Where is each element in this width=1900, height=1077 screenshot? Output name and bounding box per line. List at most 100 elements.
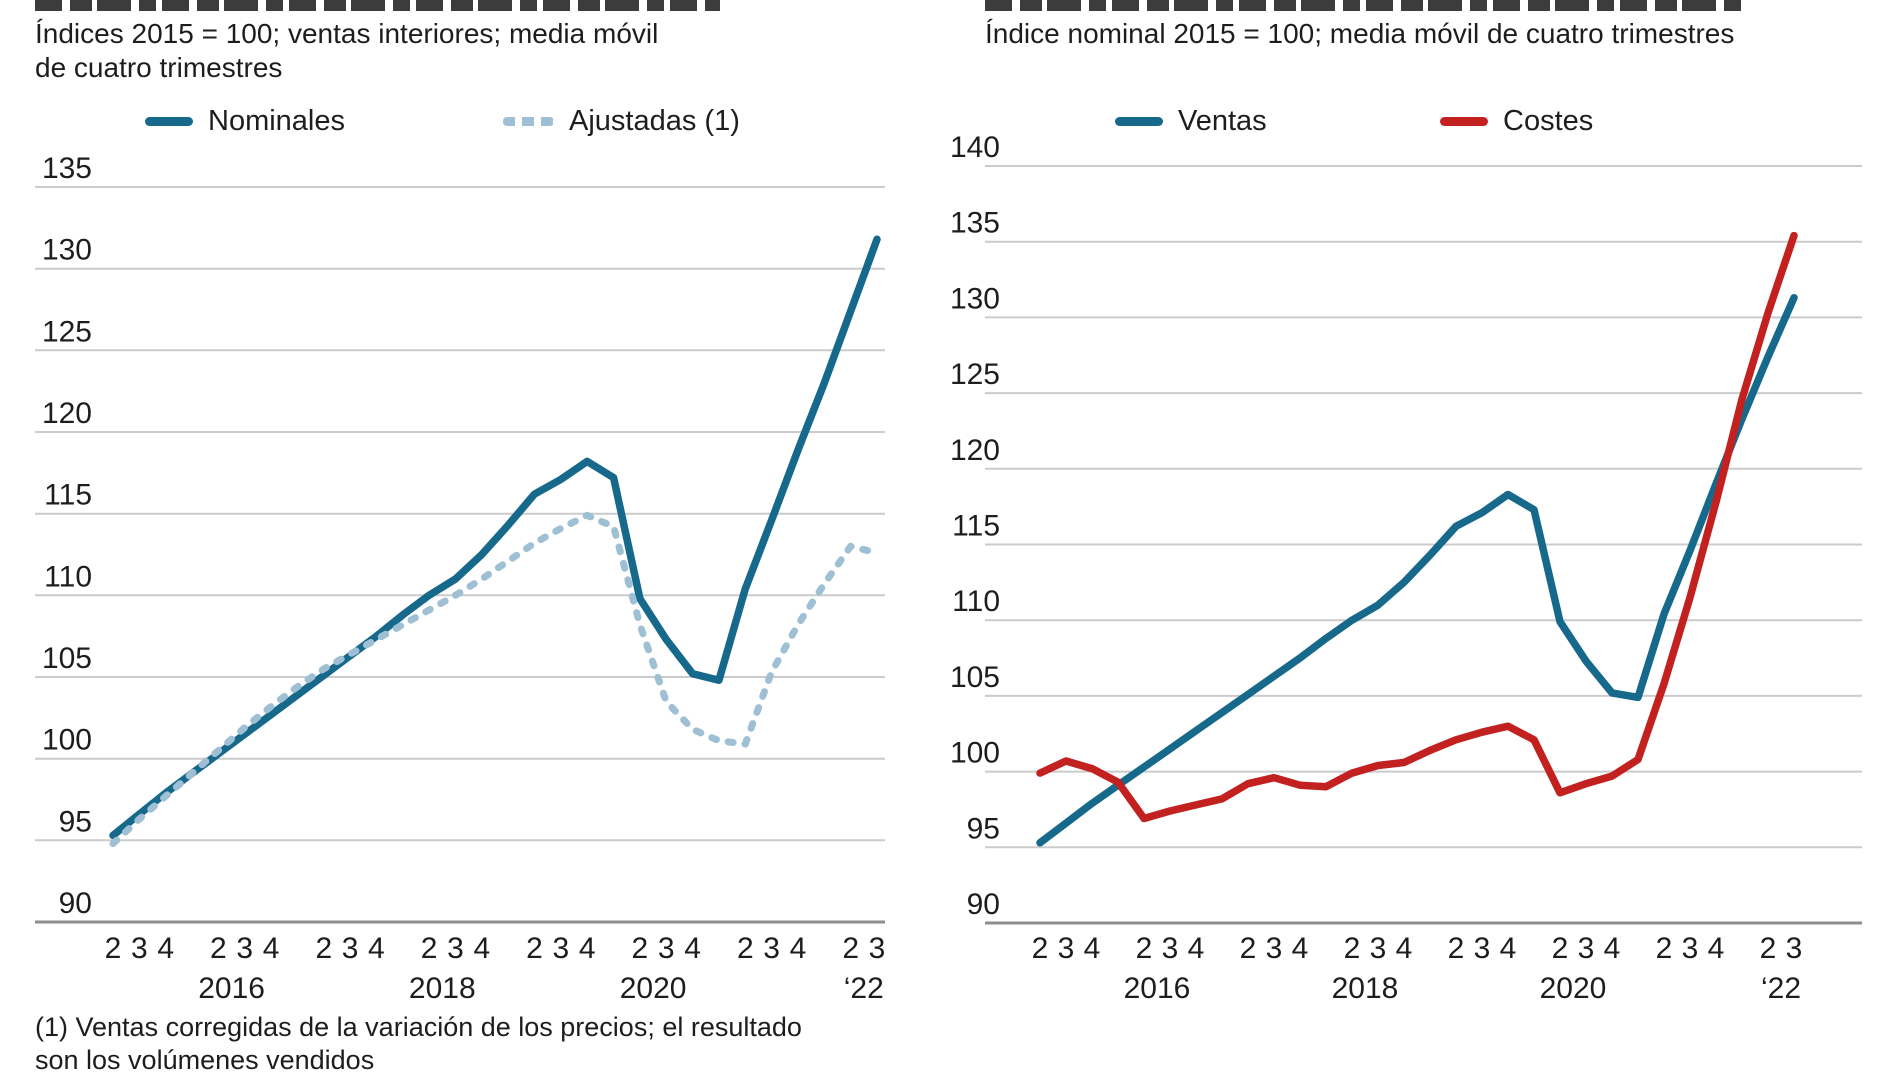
quarter-tick-label: 2	[1760, 932, 1777, 965]
year-tick-label: 2020	[1540, 972, 1607, 1005]
quarter-tick-label: 3	[236, 932, 253, 965]
legend-item-ajustadas: Ajustadas (1)	[503, 103, 740, 139]
quarter-tick-label: 2	[315, 932, 332, 965]
series-line-costes	[1036, 231, 1798, 823]
quarter-tick-label: 4	[1500, 932, 1517, 965]
quarter-tick-label: 3	[869, 932, 886, 965]
clipped-title-right	[985, 0, 1745, 11]
quarter-tick-label: 2	[526, 932, 543, 965]
y-tick-label: 125	[950, 358, 1000, 391]
quarter-tick-label: 2	[1136, 932, 1153, 965]
quarter-tick-label: 3	[763, 932, 780, 965]
y-tick-label: 100	[42, 724, 92, 757]
quarter-tick-label: 4	[263, 932, 280, 965]
year-tick-label: 2018	[1332, 972, 1399, 1005]
legend-dashed-line-icon	[503, 116, 554, 126]
quarter-tick-label: 3	[1682, 932, 1699, 965]
quarter-tick-label: 3	[131, 932, 148, 965]
chart-subtitle: Índices 2015 = 100; ventas interiores; m…	[35, 18, 659, 83]
y-tick-label: 125	[42, 315, 92, 348]
y-tick-label: 115	[952, 510, 1000, 543]
quarter-tick-label: 2	[1552, 932, 1569, 965]
quarter-tick-label: 3	[1266, 932, 1283, 965]
gridlines-and-yaxis: 90 95 100 105 110 115 120 125 130 135	[35, 152, 885, 924]
legend-item-costes: Costes	[1440, 103, 1593, 139]
quarter-tick-label: 3	[1578, 932, 1595, 965]
series-line-nominales	[109, 235, 881, 840]
legend-label: Ajustadas (1)	[569, 104, 740, 137]
quarter-tick-label: 2	[1344, 932, 1361, 965]
legend-label: Ventas	[1178, 104, 1267, 137]
y-tick-label: 110	[952, 585, 1000, 618]
clipped-title-left	[35, 0, 720, 11]
quarter-tick-label: 4	[1084, 932, 1101, 965]
legend-solid-line-icon	[145, 116, 193, 126]
chart-sales-indices: Índices 2015 = 100; ventas interiores; m…	[0, 0, 950, 1075]
quarter-tick-label: 2	[632, 932, 649, 965]
quarter-tick-label: 2	[737, 932, 754, 965]
year-tick-label: 2016	[1124, 972, 1191, 1005]
y-tick-label: 100	[950, 737, 1000, 770]
year-tick-label: 2018	[409, 972, 476, 1005]
quarter-tick-label: 2	[842, 932, 859, 965]
quarter-tick-label: 4	[1292, 932, 1309, 965]
legend-item-ventas: Ventas	[1115, 103, 1267, 139]
gridlines-and-yaxis: 90 95 100 105 110 115 120 125 130 135 140	[950, 131, 1862, 925]
quarter-tick-label: 3	[447, 932, 464, 965]
quarter-tick-label: 4	[579, 932, 596, 965]
y-tick-label: 140	[950, 131, 1000, 164]
quarter-tick-label: 4	[1604, 932, 1621, 965]
y-tick-label: 105	[950, 661, 1000, 694]
year-tick-label: ‘22	[844, 972, 884, 1005]
year-tick-label: ‘22	[1761, 972, 1801, 1005]
quarter-tick-label: 2	[421, 932, 438, 965]
quarter-tick-label: 2	[105, 932, 122, 965]
chart-subtitle: Índice nominal 2015 = 100; media móvil d…	[985, 18, 1735, 49]
chart-footnote: (1) Ventas corregidas de la variación de…	[35, 1012, 802, 1075]
quarter-tick-label: 3	[342, 932, 359, 965]
year-tick-label: 2020	[620, 972, 687, 1005]
y-tick-label: 105	[42, 642, 92, 675]
quarter-tick-label: 2	[1448, 932, 1465, 965]
quarter-tick-label: 4	[790, 932, 807, 965]
quarter-tick-label: 4	[157, 932, 174, 965]
quarter-tick-label: 3	[658, 932, 675, 965]
y-tick-label: 90	[967, 888, 1000, 921]
y-tick-label: 135	[950, 207, 1000, 240]
legend-item-nominales: Nominales	[145, 103, 345, 139]
y-tick-label: 95	[967, 812, 1000, 845]
year-tick-label: 2016	[198, 972, 265, 1005]
y-tick-label: 115	[44, 479, 92, 512]
quarter-tick-label: 4	[1188, 932, 1205, 965]
quarter-tick-label: 2	[1656, 932, 1673, 965]
y-tick-label: 130	[950, 282, 1000, 315]
quarter-tick-label: 2	[1240, 932, 1257, 965]
legend-red-line-icon	[1440, 116, 1488, 126]
y-tick-label: 95	[59, 805, 92, 838]
quarter-tick-label: 3	[1370, 932, 1387, 965]
quarter-tick-label: 3	[1786, 932, 1803, 965]
legend-label: Costes	[1503, 104, 1594, 137]
y-tick-label: 130	[42, 234, 92, 267]
quarter-tick-label: 4	[1708, 932, 1725, 965]
legend-solid-line-icon	[1115, 116, 1163, 126]
quarter-tick-label: 4	[1396, 932, 1413, 965]
series-line-ajustadas-1-	[109, 511, 881, 848]
quarter-tick-label: 3	[1058, 932, 1075, 965]
quarter-tick-label: 4	[473, 932, 490, 965]
y-tick-label: 120	[42, 397, 92, 430]
chart-sales-vs-costs: Índice nominal 2015 = 100; media móvil d…	[950, 0, 1900, 1069]
y-tick-label: 135	[42, 152, 92, 185]
quarter-tick-label: 4	[684, 932, 701, 965]
y-tick-label: 120	[950, 434, 1000, 467]
y-tick-label: 110	[44, 560, 92, 593]
quarter-tick-label: 3	[1474, 932, 1491, 965]
quarter-tick-label: 2	[1032, 932, 1049, 965]
series-line-ventas	[1036, 293, 1798, 847]
quarter-tick-label: 4	[368, 932, 385, 965]
